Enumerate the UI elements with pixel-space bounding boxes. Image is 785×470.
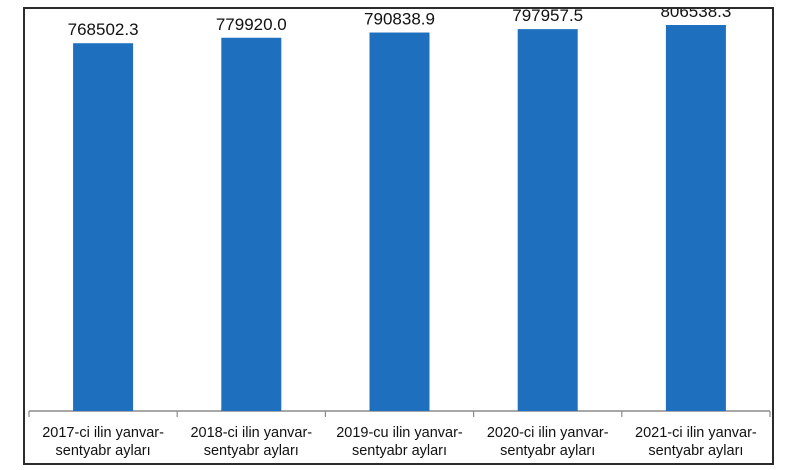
chart-frame: 768502.3 2017-ci ilin yanvar-sentyabr ayl…: [23, 7, 774, 465]
x-tick-label: sentyabr ayları: [648, 443, 743, 459]
bar: [221, 37, 282, 412]
x-tick-label: 2019-cu ilin yanvar-: [336, 425, 463, 441]
bar: [665, 25, 726, 411]
x-tick-label: sentyabr ayları: [352, 443, 447, 459]
data-label: 797957.5: [512, 9, 583, 25]
x-tick-label: 2021-ci ilin yanvar-: [635, 425, 757, 441]
x-tick-label: sentyabr ayları: [56, 443, 151, 459]
data-label: 768502.3: [68, 20, 139, 39]
data-label: 779920.0: [216, 15, 287, 34]
x-tick-label: 2020-ci ilin yanvar-: [487, 425, 609, 441]
bar-chart: 768502.3 2017-ci ilin yanvar-sentyabr ayl…: [28, 9, 771, 459]
data-label: 790838.9: [364, 10, 435, 29]
bar: [369, 32, 430, 411]
bar: [73, 43, 134, 411]
x-tick-label: sentyabr ayları: [204, 443, 299, 459]
data-label: 806538.3: [660, 9, 731, 21]
x-tick-label: 2017-ci ilin yanvar-: [42, 425, 164, 441]
bar: [517, 29, 578, 412]
x-tick-label: sentyabr ayları: [500, 443, 595, 459]
x-tick-label: 2018-ci ilin yanvar-: [190, 425, 312, 441]
